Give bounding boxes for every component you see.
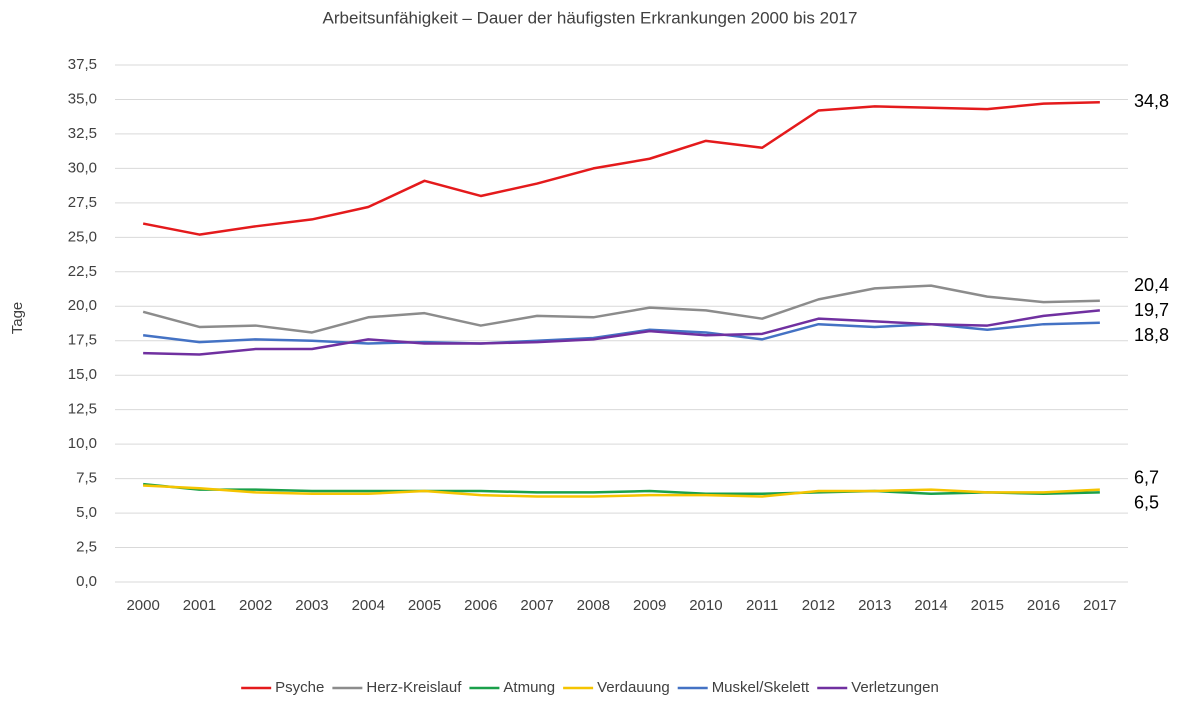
y-tick-label: 32,5 (68, 125, 97, 142)
y-tick-label: 22,5 (68, 263, 97, 280)
y-tick-label: 10,0 (68, 435, 97, 452)
data-label: 19,7 (1134, 300, 1169, 320)
y-tick-label: 2,5 (76, 539, 97, 556)
x-tick-label: 2014 (914, 597, 947, 614)
legend-label: Herz-Kreislauf (366, 679, 462, 696)
x-tick-label: 2015 (971, 597, 1004, 614)
y-tick-label: 30,0 (68, 159, 97, 176)
x-tick-label: 2006 (464, 597, 497, 614)
data-label: 6,7 (1134, 467, 1159, 487)
series-line (142, 284, 1100, 334)
x-tick-label: 2005 (408, 597, 441, 614)
data-label: 34,8 (1134, 91, 1169, 111)
x-tick-label: 2009 (633, 597, 666, 614)
x-tick-label: 2000 (126, 597, 159, 614)
y-tick-label: 7,5 (76, 470, 97, 487)
y-tick-label: 25,0 (68, 228, 97, 245)
legend-label: Verletzungen (851, 679, 939, 696)
x-tick-label: 2013 (858, 597, 891, 614)
x-tick-label: 2004 (352, 597, 385, 614)
chart-title: Arbeitsunfähigkeit – Dauer der häufigste… (323, 8, 858, 27)
y-tick-label: 35,0 (68, 90, 97, 107)
legend-label: Verdauung (597, 679, 670, 696)
x-tick-label: 2011 (746, 597, 778, 614)
y-tick-label: 17,5 (68, 332, 97, 349)
y-tick-label: 37,5 (68, 56, 97, 73)
series-line (143, 484, 1100, 498)
x-tick-label: 2008 (577, 597, 610, 614)
legend-label: Atmung (503, 679, 555, 696)
data-label: 6,5 (1134, 492, 1159, 512)
data-label: 18,8 (1134, 325, 1169, 345)
x-tick-label: 2001 (183, 597, 216, 614)
x-tick-label: 2016 (1027, 597, 1060, 614)
series-line (143, 482, 1100, 496)
y-tick-label: 0,0 (76, 573, 97, 590)
x-tick-label: 2002 (239, 597, 272, 614)
series-line (142, 100, 1100, 236)
series-line (143, 309, 1100, 356)
y-tick-label: 5,0 (76, 504, 97, 521)
x-tick-label: 2007 (520, 597, 553, 614)
y-axis-label: Tage (9, 302, 26, 335)
legend-label: Psyche (275, 679, 324, 696)
y-tick-label: 20,0 (68, 297, 97, 314)
data-label: 20,4 (1134, 275, 1169, 295)
x-tick-label: 2012 (802, 597, 835, 614)
x-tick-label: 2017 (1083, 597, 1116, 614)
y-tick-label: 12,5 (68, 401, 97, 418)
y-tick-label: 15,0 (68, 366, 97, 383)
legend-label: Muskel/Skelett (712, 679, 810, 696)
y-tick-label: 27,5 (68, 194, 97, 211)
x-tick-label: 2003 (295, 597, 328, 614)
x-tick-label: 2010 (689, 597, 722, 614)
